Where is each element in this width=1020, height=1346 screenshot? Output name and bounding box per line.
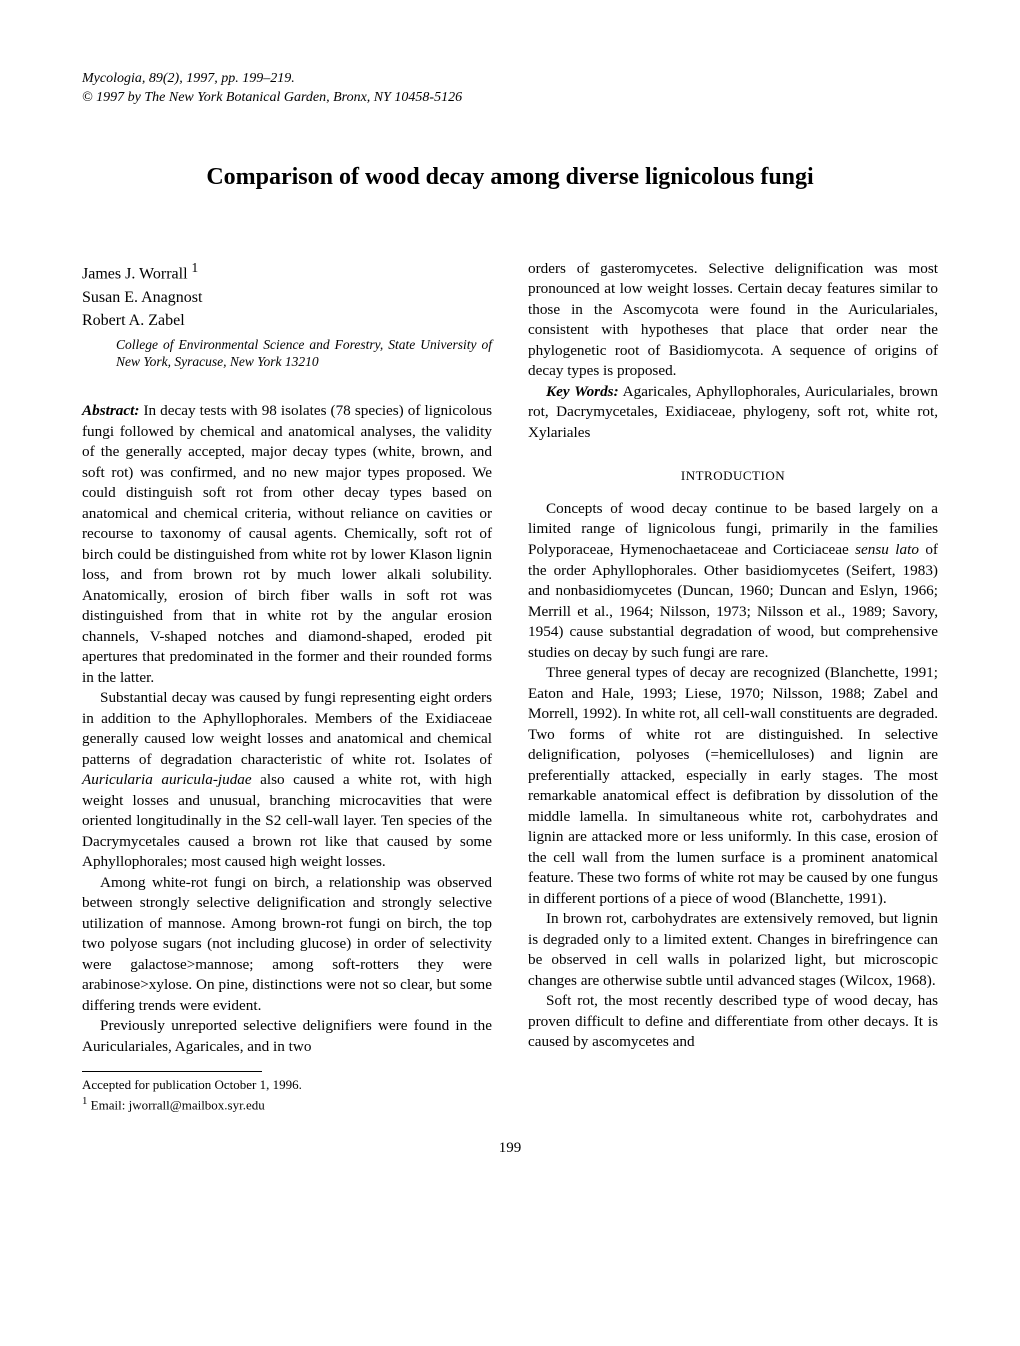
footnote-accepted: Accepted for publication October 1, 1996…: [82, 1076, 492, 1094]
abstract-p1-text: In decay tests with 98 isolates (78 spec…: [82, 402, 492, 686]
journal-header: Mycologia, 89(2), 1997, pp. 199–219. © 1…: [82, 70, 938, 108]
abstract-p2: Substantial decay was caused by fungi re…: [82, 688, 492, 873]
keywords-label: Key Words:: [546, 383, 619, 400]
keywords-paragraph: Key Words: Agaricales, Aphyllophorales, …: [528, 382, 938, 444]
author-line-1: James J. Worrall 1: [82, 259, 492, 285]
intro-p1b: of the order Aphyllophorales. Other basi…: [528, 541, 938, 661]
two-column-layout: James J. Worrall 1 Susan E. Anagnost Rob…: [82, 259, 938, 1114]
journal-copyright: © 1997 by The New York Botanical Garden,…: [82, 89, 938, 108]
abstract-p4: Previously unreported selective delignif…: [82, 1016, 492, 1057]
left-column: James J. Worrall 1 Susan E. Anagnost Rob…: [82, 259, 492, 1114]
journal-citation: Mycologia, 89(2), 1997, pp. 199–219.: [82, 70, 938, 89]
author-line-3: Robert A. Zabel: [82, 310, 492, 332]
footnote-email-text: Email: jworrall@mailbox.syr.edu: [87, 1097, 264, 1112]
affiliation: College of Environmental Science and For…: [116, 336, 492, 371]
introduction-heading: INTRODUCTION: [528, 467, 938, 485]
abstract-p3: Among white-rot fungi on birch, a relati…: [82, 873, 492, 1017]
author-name-1: James J. Worrall: [82, 265, 192, 282]
intro-p2: Three general types of decay are recogni…: [528, 663, 938, 909]
intro-p3: In brown rot, carbohydrates are extensiv…: [528, 909, 938, 991]
article-title: Comparison of wood decay among diverse l…: [82, 164, 938, 191]
footnote-email: 1 Email: jworrall@mailbox.syr.edu: [82, 1094, 492, 1114]
footnote-rule: [82, 1071, 262, 1072]
abstract-label: Abstract:: [82, 402, 139, 419]
page-number: 199: [82, 1140, 938, 1157]
intro-p1: Concepts of wood decay continue to be ba…: [528, 499, 938, 663]
sensu-lato: sensu lato: [855, 541, 919, 558]
intro-p4: Soft rot, the most recently described ty…: [528, 991, 938, 1053]
species-name: Auricularia auricula-judae: [82, 771, 252, 788]
author-line-2: Susan E. Anagnost: [82, 287, 492, 309]
author-affil-sup: 1: [192, 260, 199, 275]
abstract-p1: Abstract: In decay tests with 98 isolate…: [82, 401, 492, 688]
abstract-continued: orders of gasteromycetes. Selective deli…: [528, 259, 938, 382]
right-column: orders of gasteromycetes. Selective deli…: [528, 259, 938, 1114]
abstract-p2a: Substantial decay was caused by fungi re…: [82, 689, 492, 768]
page: Mycologia, 89(2), 1997, pp. 199–219. © 1…: [0, 0, 1020, 1217]
